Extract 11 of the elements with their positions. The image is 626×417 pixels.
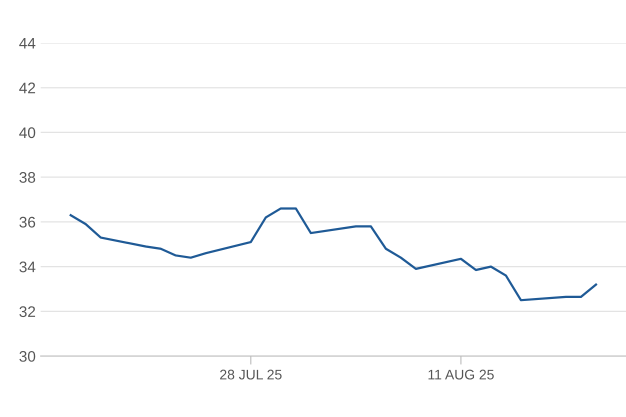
- y-tick-label: 30: [19, 350, 36, 362]
- y-tick-label: 32: [19, 306, 36, 318]
- y-tick-label: 42: [19, 82, 36, 94]
- y-tick-label: 36: [19, 216, 36, 228]
- x-tick-label: 28 JUL 25: [220, 370, 282, 380]
- y-tick-label: 34: [19, 262, 36, 272]
- line-series: [70, 207, 598, 302]
- y-tick-label: 40: [19, 127, 36, 138]
- y-tick-label: 38: [19, 172, 36, 183]
- y-tick-label: 44: [19, 38, 36, 48]
- x-tick-label: 11 AUG 25: [428, 370, 494, 380]
